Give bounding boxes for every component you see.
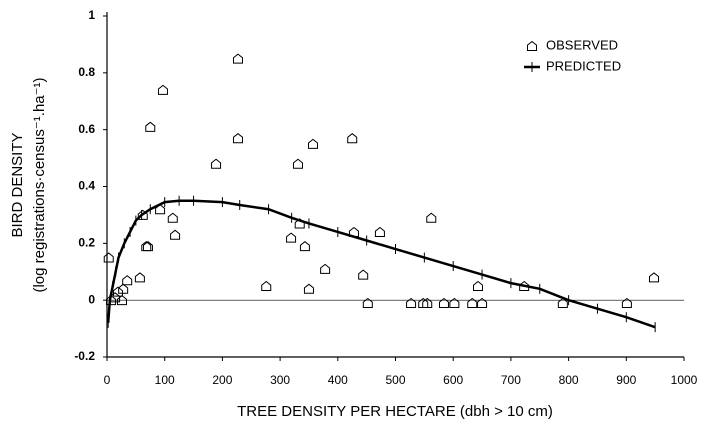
observed-point: [118, 283, 129, 294]
observed-point: [155, 204, 166, 215]
observed-point: [477, 297, 488, 309]
observed-point: [157, 84, 168, 95]
observed-point: [117, 295, 128, 306]
observed-point: [232, 53, 243, 64]
observed-point: [362, 297, 373, 309]
observed-point: [303, 283, 314, 294]
observed-point: [358, 269, 369, 280]
x-tick-label: 400: [328, 373, 348, 387]
observed-point: [170, 229, 181, 240]
x-tick-label: 700: [501, 373, 521, 387]
predicted-line: [106, 199, 656, 329]
observed-point: [292, 158, 303, 169]
observed-point: [145, 121, 156, 132]
observed-point: [122, 275, 133, 286]
legend-marker: [527, 40, 537, 51]
observed-point: [467, 297, 478, 309]
x-tick-label: 600: [443, 373, 463, 387]
observed-point: [406, 297, 417, 309]
legend-label: OBSERVED: [546, 37, 618, 52]
observed-point: [621, 297, 632, 309]
observed-point: [142, 241, 153, 252]
observed-point: [167, 212, 178, 223]
x-tick-label: 100: [155, 373, 175, 387]
y-tick-label: 0: [88, 292, 95, 306]
y-tick-label: 0.2: [78, 236, 95, 250]
observed-point: [374, 226, 385, 237]
observed-point: [473, 280, 484, 291]
x-tick-label: 200: [212, 373, 232, 387]
observed-point: [347, 133, 358, 144]
observed-point: [286, 232, 297, 243]
observed-point: [449, 297, 460, 309]
y-axis-title: (log registrations·census⁻¹.ha⁻¹): [31, 77, 48, 292]
y-tick-label: -0.2: [74, 349, 95, 363]
x-tick-label: 1000: [671, 373, 698, 387]
x-tick-label: 0: [104, 373, 111, 387]
y-tick-label: 1: [88, 8, 95, 22]
y-tick-label: 0.8: [78, 65, 95, 79]
observed-point: [211, 158, 222, 169]
x-tick-label: 900: [616, 373, 636, 387]
observed-point: [422, 297, 433, 309]
observed-point: [261, 280, 272, 291]
y-tick-label: 0.4: [78, 179, 95, 193]
observed-point: [106, 295, 117, 306]
observed-point: [134, 272, 145, 283]
x-tick-label: 500: [385, 373, 405, 387]
legend-label: PREDICTED: [546, 58, 621, 73]
observed-point: [426, 212, 437, 223]
x-tick-label: 800: [559, 373, 579, 387]
observed-point: [232, 133, 243, 144]
observed-point: [557, 297, 568, 309]
observed-point: [320, 263, 331, 274]
y-tick-label: 0.6: [78, 122, 95, 136]
observed-point: [103, 252, 114, 263]
y-axis-title: BIRD DENSITY: [9, 132, 26, 237]
observed-point: [438, 297, 449, 309]
x-tick-label: 300: [270, 373, 290, 387]
observed-point: [307, 138, 318, 149]
x-axis-title: TREE DENSITY PER HECTARE (dbh > 10 cm): [237, 403, 553, 420]
observed-point: [648, 272, 659, 283]
observed-point: [299, 241, 310, 252]
